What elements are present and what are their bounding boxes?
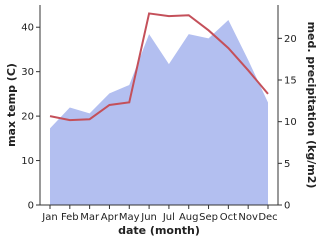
y2-tick-label: 5 (284, 159, 290, 170)
x-tick-label: Jun (140, 212, 157, 223)
y2-tick-label: 0 (284, 201, 290, 212)
x-tick-label: Apr (101, 212, 119, 223)
y2-tick-label: 15 (284, 76, 297, 87)
y-tick-label: 20 (21, 112, 34, 123)
y-axis-title: max temp (C) (5, 63, 18, 147)
x-tick-label: Oct (220, 212, 237, 223)
y2-axis-title: med. precipitation (kg/m2) (305, 22, 318, 189)
x-tick-label: Nov (238, 212, 258, 223)
x-tick-label: May (119, 212, 140, 223)
temperature-line (49, 12, 269, 122)
y-tick-label: 10 (21, 156, 34, 167)
y-tick-label: 40 (21, 23, 34, 34)
x-tick-label: Mar (80, 212, 100, 223)
x-tick-label: Jul (162, 212, 175, 223)
x-tick-label: Sep (199, 212, 218, 223)
x-tick-label: Dec (258, 212, 277, 223)
x-tick-label: Aug (179, 212, 199, 223)
y-tick-label: 0 (28, 201, 34, 212)
y2-tick-label: 20 (284, 34, 297, 45)
x-tick-label: Jan (41, 212, 57, 223)
x-axis-title: date (month) (118, 224, 200, 237)
y2-tick-label: 10 (284, 117, 297, 128)
precipitation-area (50, 20, 268, 205)
chart: date (month) max temp (C) med. precipita… (5, 5, 318, 237)
y-tick-label: 30 (21, 67, 34, 78)
x-tick-label: Feb (61, 212, 79, 223)
